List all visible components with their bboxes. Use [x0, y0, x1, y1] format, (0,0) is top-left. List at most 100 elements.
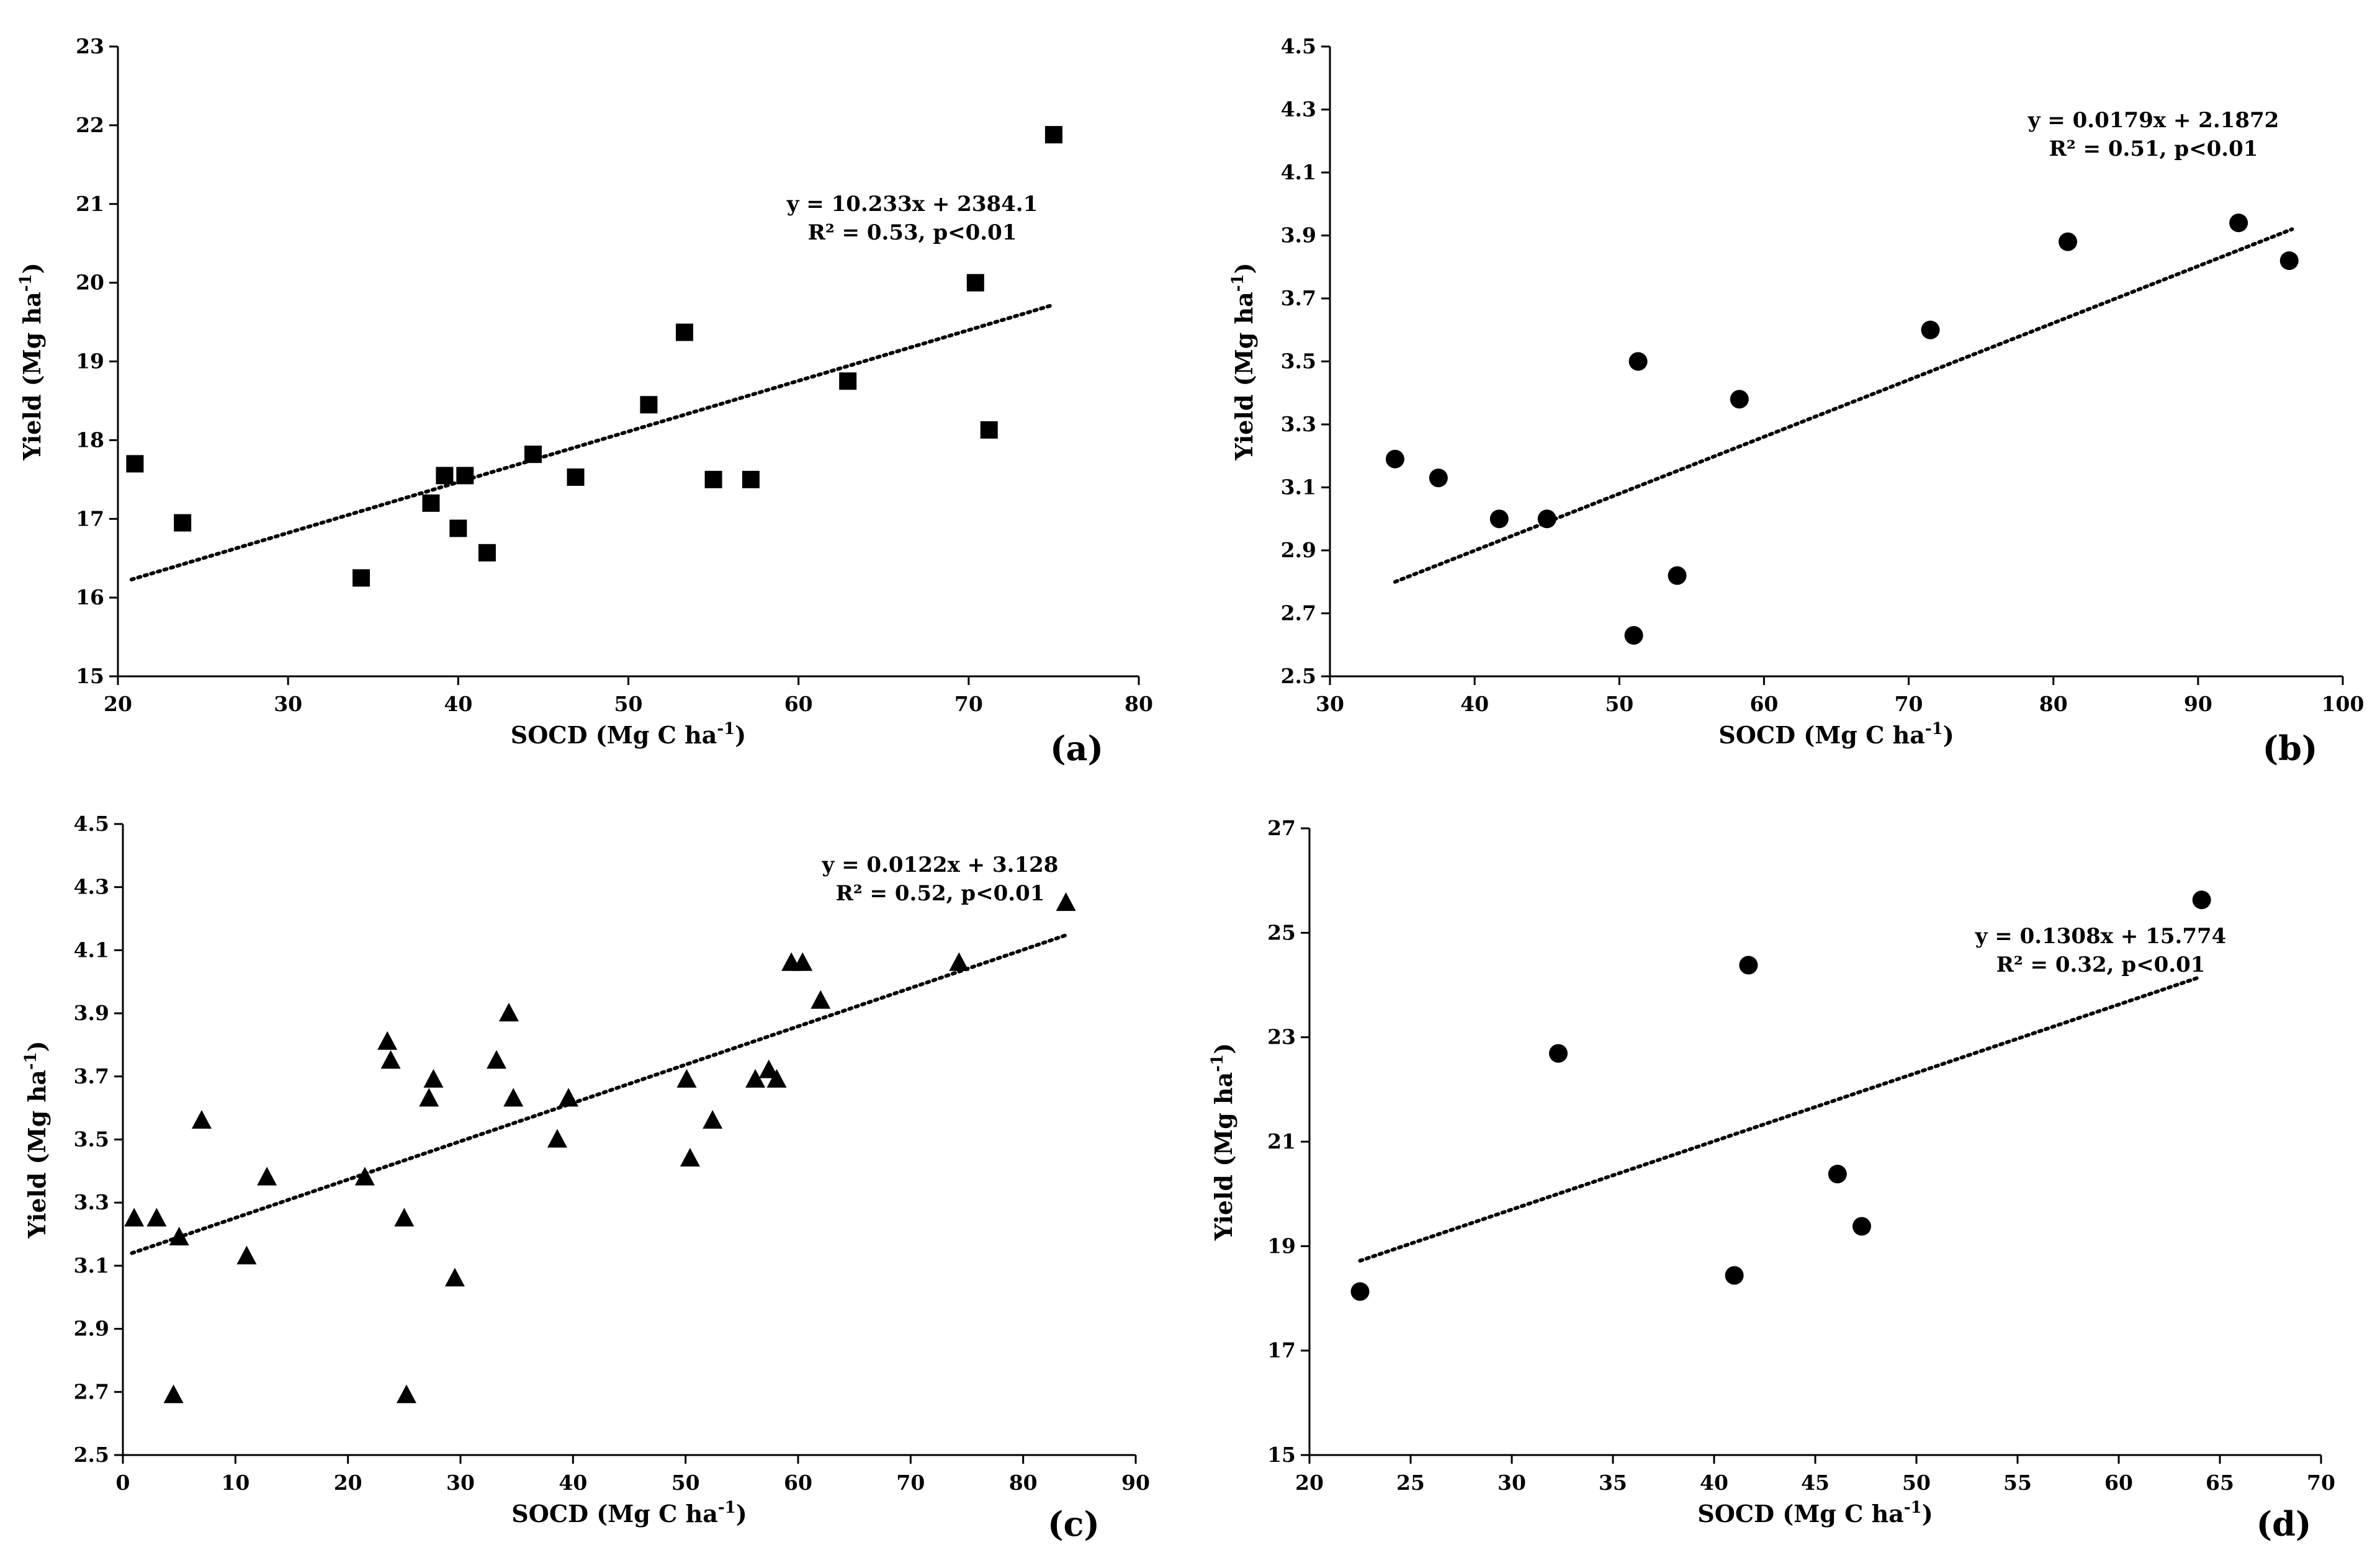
data-point — [703, 1109, 723, 1129]
data-point — [456, 467, 474, 485]
trendline — [130, 932, 1071, 1255]
r-squared-annotation: R² = 0.53, p<0.01 — [808, 220, 1017, 245]
x-tick-label: 100 — [2322, 692, 2364, 716]
data-point — [394, 1207, 415, 1227]
data-point — [487, 1050, 507, 1069]
data-point — [257, 1167, 277, 1186]
x-tick-label: 90 — [2184, 692, 2212, 716]
data-point — [1548, 1044, 1568, 1063]
data-point — [1628, 352, 1648, 371]
data-point — [547, 1129, 567, 1148]
x-tick-label: 30 — [1316, 692, 1344, 716]
data-point — [1624, 626, 1643, 645]
data-point — [146, 1207, 167, 1227]
y-tick-label: 19 — [1267, 1234, 1296, 1258]
x-axis-label: SOCD (Mg C ha-1) — [1697, 1498, 1933, 1528]
data-point — [1385, 449, 1404, 468]
data-point — [1739, 956, 1758, 975]
x-tick-label: 40 — [1700, 1471, 1728, 1495]
regression-equation: y = 10.233x + 2384.1 — [786, 192, 1038, 217]
y-tick-label: 3.9 — [1281, 223, 1316, 248]
x-tick-label: 50 — [1902, 1471, 1931, 1495]
data-point — [811, 990, 831, 1009]
x-tick-label: 30 — [446, 1471, 475, 1495]
panel-label: (a) — [1050, 728, 1103, 768]
y-tick-label: 15 — [76, 664, 104, 688]
x-axis-label: SOCD (Mg C ha-1) — [511, 720, 746, 749]
x-axis-label: SOCD (Mg C ha-1) — [1718, 720, 1954, 749]
data-point — [503, 1088, 524, 1107]
x-axis-label: SOCD (Mg C ha-1) — [511, 1498, 747, 1528]
data-point — [478, 544, 496, 562]
chart-panel-4: 15 17 19 21 23 25 27 20 25 30 35 40 45 50 55 60 65 70 SOCD… — [1208, 816, 2335, 1544]
data-point — [169, 1227, 189, 1246]
y-tick-label: 3.1 — [74, 1253, 109, 1278]
y-tick-label: 3.5 — [1281, 349, 1316, 374]
x-tick-label: 40 — [444, 692, 472, 716]
y-tick-label: 2.5 — [1281, 664, 1316, 688]
x-tick-label: 25 — [1396, 1471, 1425, 1495]
chart-panel-1: 15 16 17 18 19 20 21 22 23 20 30 40 50 60 70 80 SOCD (Mg… — [17, 34, 1153, 768]
chart-panel-3: 2.5 2.7 2.9 3.1 3.3 3.5 3.7 3.9 4.1 4.3 4.5 0 10 20 30… — [22, 812, 1150, 1544]
data-point — [377, 1031, 398, 1050]
y-tick-label: 20 — [76, 271, 104, 295]
x-tick-label: 30 — [274, 692, 302, 716]
data-point — [423, 1068, 444, 1088]
y-tick-label: 2.9 — [1281, 538, 1316, 562]
y-axis-label: Yield (Mg ha-1) — [1229, 262, 1258, 460]
data-point — [354, 1167, 375, 1186]
data-point — [498, 1003, 519, 1022]
trendline — [129, 303, 1056, 581]
y-tick-label: 3.9 — [74, 1001, 109, 1025]
data-point — [675, 323, 693, 341]
y-tick-label: 17 — [76, 506, 104, 531]
data-point — [191, 1109, 212, 1129]
panel-label: (d) — [2257, 1504, 2312, 1544]
data-point — [1044, 126, 1062, 144]
y-tick-label: 19 — [76, 349, 104, 374]
data-point — [742, 470, 760, 488]
y-tick-label: 2.7 — [1281, 601, 1316, 625]
y-tick-label: 15 — [1267, 1443, 1296, 1467]
y-tick-label: 2.9 — [74, 1317, 109, 1341]
data-point — [2059, 232, 2078, 251]
data-point — [839, 372, 857, 390]
data-point — [380, 1050, 401, 1069]
data-point — [1828, 1165, 1847, 1184]
data-point — [1489, 509, 1509, 529]
x-tick-label: 30 — [1498, 1471, 1526, 1495]
y-axis-label: Yield (Mg ha-1) — [17, 262, 46, 460]
data-point — [126, 455, 144, 473]
panel-label: (b) — [2263, 728, 2318, 768]
y-tick-label: 3.3 — [74, 1190, 109, 1214]
y-tick-label: 3.7 — [1281, 286, 1316, 310]
data-point — [1921, 320, 1940, 339]
y-tick-label: 4.5 — [1281, 34, 1316, 58]
data-point — [676, 1068, 697, 1088]
data-point — [419, 1088, 439, 1107]
x-tick-label: 90 — [1121, 1471, 1150, 1495]
data-point — [2229, 213, 2248, 233]
x-tick-label: 65 — [2206, 1471, 2234, 1495]
x-tick-label: 20 — [1295, 1471, 1324, 1495]
y-tick-label: 4.1 — [74, 938, 109, 962]
trendline — [1393, 227, 2294, 584]
r-squared-annotation: R² = 0.52, p<0.01 — [836, 881, 1045, 906]
x-tick-label: 20 — [104, 692, 132, 716]
x-tick-label: 35 — [1599, 1471, 1627, 1495]
y-tick-label: 27 — [1267, 816, 1296, 840]
x-tick-label: 80 — [2039, 692, 2068, 716]
x-tick-label: 50 — [614, 692, 643, 716]
x-tick-label: 50 — [671, 1471, 700, 1495]
data-point — [1056, 892, 1076, 911]
x-tick-label: 60 — [784, 692, 813, 716]
panel-label: (c) — [1048, 1504, 1100, 1544]
y-tick-label: 3.5 — [74, 1127, 109, 1152]
x-tick-label: 20 — [334, 1471, 362, 1495]
y-tick-label: 4.3 — [1281, 97, 1316, 122]
y-tick-label: 3.1 — [1281, 475, 1316, 499]
data-point — [1730, 390, 1749, 409]
y-tick-label: 16 — [76, 585, 104, 609]
data-point — [567, 468, 585, 486]
r-squared-annotation: R² = 0.32, p<0.01 — [1996, 952, 2206, 977]
